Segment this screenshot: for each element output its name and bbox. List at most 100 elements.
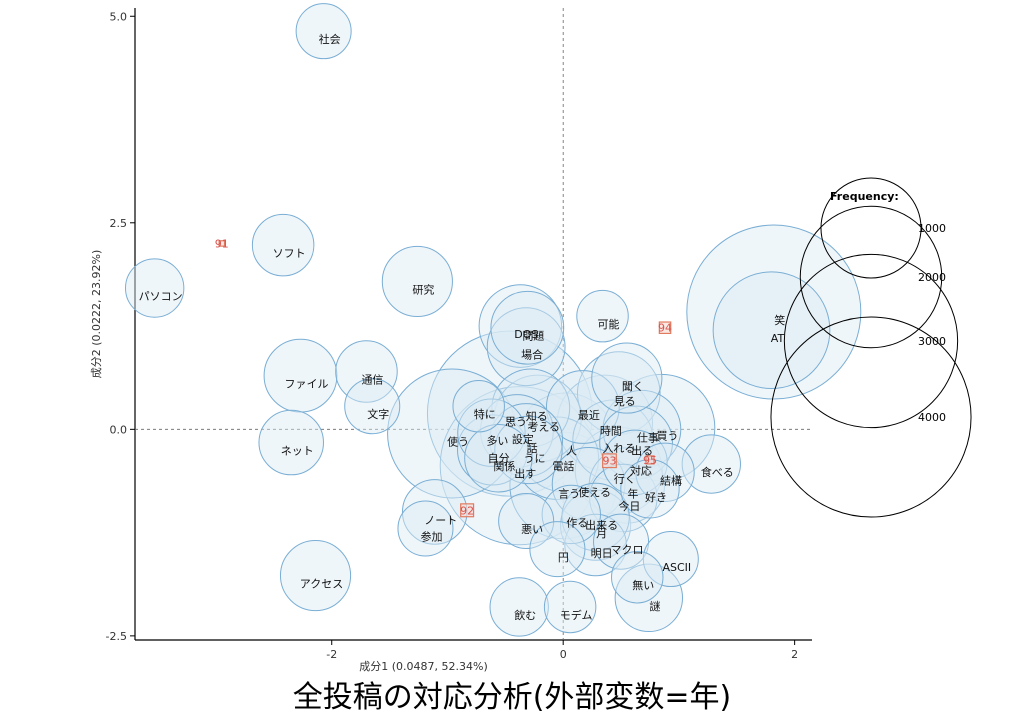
word-label: 使える [578, 486, 611, 499]
word-bubble [515, 392, 616, 493]
word-label: 円 [558, 551, 569, 564]
word-bubble [681, 434, 741, 494]
legend-label: 2000 [918, 271, 946, 284]
word-label: ネット [281, 445, 314, 458]
word-bubble [457, 414, 529, 486]
correspondence-analysis-chart: -2 0 2 -2.5 0.0 2.5 5.0 成分1 (0.0487, 52.34%) 成分2… [90, 3, 972, 672]
year-marker [602, 453, 617, 469]
word-label: ファイル [284, 378, 328, 391]
year-marker [460, 503, 475, 518]
legend-circle [783, 253, 959, 429]
word-label: 知る [526, 409, 548, 423]
word-bubble [480, 394, 554, 468]
word-bubble [279, 539, 352, 612]
word-label: パソコン [139, 290, 183, 303]
word-label: 最近 [578, 409, 600, 422]
word-label: 参加 [420, 529, 442, 543]
word-bubble [344, 378, 401, 435]
year-label: 95 [643, 454, 657, 467]
word-bubble [452, 379, 505, 433]
word-label: 食べる [701, 465, 734, 479]
y-tick-label: 5.0 [110, 10, 128, 23]
word-label: 多い [486, 434, 508, 448]
word-bubble [561, 482, 630, 552]
word-bubble [490, 290, 565, 365]
word-label: 問題 [522, 330, 544, 343]
year-label: 94 [658, 322, 672, 335]
y-tick-label: 0.0 [110, 423, 128, 436]
word-bubble [478, 284, 563, 368]
word-label: 話 [527, 441, 538, 455]
word-label: 今日 [618, 499, 640, 513]
word-label: 作る [566, 516, 588, 529]
word-bubble [426, 330, 593, 497]
word-bubble [464, 424, 533, 493]
word-label: 電話 [552, 459, 574, 473]
word-label: 無い [632, 578, 654, 592]
word-label: ノート [424, 514, 457, 527]
legend-circle [820, 177, 922, 279]
year-marker [645, 455, 655, 465]
year-marker [218, 240, 226, 247]
word-bubble [576, 289, 629, 343]
x-tick-label: 0 [560, 648, 567, 661]
word-label: AT [771, 332, 785, 345]
word-label: 行く [614, 473, 636, 486]
word-bubble [545, 370, 620, 444]
word-bubble [295, 3, 352, 60]
y-tick-label: 2.5 [110, 217, 128, 230]
plot-area: -2 0 2 -2.5 0.0 2.5 5.0 成分1 (0.0487, 52.34%) 成分2… [90, 3, 862, 672]
word-label: 人 [566, 445, 577, 458]
word-label: 見る [614, 395, 636, 408]
x-tick-label: 2 [791, 648, 798, 661]
word-label: マクロ [611, 544, 644, 557]
word-bubble [712, 271, 831, 390]
x-axis-label: 成分1 (0.0487, 52.34%) [359, 660, 488, 672]
word-label: 場合 [521, 348, 543, 362]
word-label: 社会 [319, 32, 341, 46]
word-label: 対応 [630, 463, 652, 477]
word-label: 特に [474, 407, 496, 421]
word-label: 言う [558, 488, 580, 501]
word-label: 思う [505, 416, 527, 429]
word-label: アクセス [300, 578, 343, 591]
word-label: 聞く [622, 380, 644, 393]
word-bubble [593, 513, 650, 570]
word-bubble [397, 500, 454, 557]
word-bubble [686, 224, 862, 400]
year-label: 91 [215, 237, 229, 250]
word-bubble [498, 493, 555, 550]
word-bubble [556, 374, 654, 471]
word-label: 月 [596, 527, 607, 540]
word-label: 通信 [361, 374, 383, 387]
word-label: 研究 [412, 282, 434, 296]
word-bubble [124, 258, 185, 318]
y-tick-label: -2.5 [106, 630, 127, 643]
word-bubble [564, 513, 627, 577]
legend-title: Frequency: [830, 190, 899, 203]
word-label: 結構 [660, 473, 682, 487]
word-label: 関係 [493, 460, 515, 473]
word-bubble [611, 550, 664, 604]
legend-label: 3000 [918, 335, 946, 348]
word-bubble [258, 409, 324, 476]
word-label: 仕事 [637, 431, 659, 444]
word-bubble [591, 342, 663, 414]
word-bubble [489, 577, 549, 637]
word-label: 買う [657, 430, 679, 443]
word-label: 謎 [649, 600, 660, 613]
word-label: 年 [627, 487, 638, 501]
word-bubble [572, 399, 654, 481]
word-bubble [263, 338, 338, 413]
word-bubble [457, 398, 526, 467]
word-label: 設定 [512, 432, 534, 446]
year-marker [658, 321, 672, 335]
word-bubble [602, 389, 682, 469]
word-label: 出来る [585, 518, 618, 532]
word-label: ASCII [662, 561, 691, 574]
word-label: 入れる [602, 442, 635, 455]
word-label: 悪い [521, 523, 543, 536]
word-bubble [543, 580, 597, 634]
y-axis-label: 成分2 (0.0222, 23.92%) [90, 250, 103, 379]
